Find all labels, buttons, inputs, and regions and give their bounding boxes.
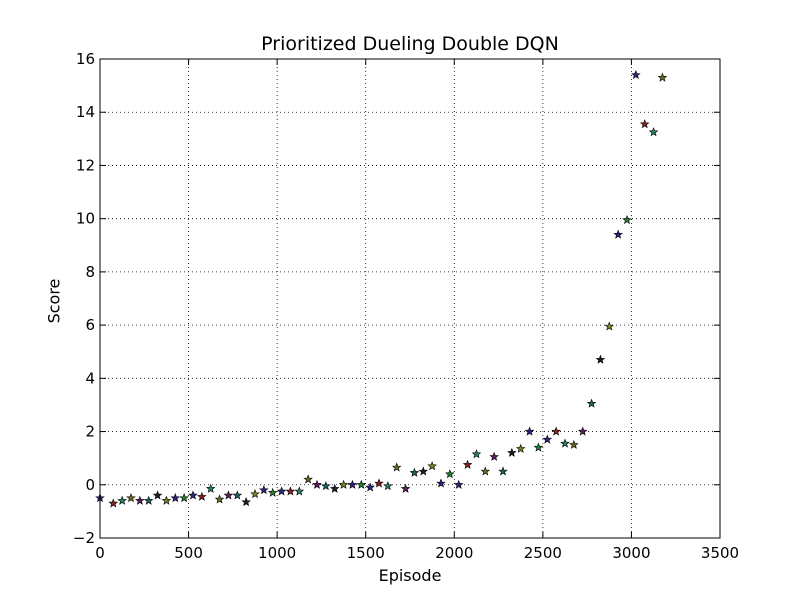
data-point [365, 482, 375, 492]
data-point [259, 485, 269, 495]
data-point [427, 461, 437, 471]
data-point [267, 487, 278, 497]
data-point [418, 466, 429, 476]
data-point [152, 490, 163, 500]
y-tick-label: 12 [76, 156, 95, 174]
data-point [321, 481, 331, 491]
data-point [338, 479, 349, 489]
x-tick-label: 2000 [435, 544, 473, 562]
data-point [436, 478, 446, 488]
data-point [462, 459, 473, 469]
x-tick-label: 0 [95, 544, 105, 562]
data-point [453, 479, 464, 489]
data-point [551, 426, 561, 436]
y-tick-label: 0 [85, 476, 95, 494]
data-point [524, 426, 535, 436]
data-point [117, 495, 127, 505]
data-point [223, 490, 234, 500]
y-tick-label: 2 [85, 423, 95, 441]
data-point [108, 498, 119, 508]
data-point [515, 443, 526, 453]
data-point [577, 426, 588, 436]
data-point [445, 469, 455, 479]
x-tick-label: 2500 [524, 544, 562, 562]
data-point [542, 434, 553, 444]
y-tick-label: 14 [76, 103, 95, 121]
x-tick-label: 3500 [701, 544, 739, 562]
data-point [639, 119, 650, 129]
data-points [95, 69, 668, 508]
y-tick-label: 4 [85, 369, 95, 387]
data-point [507, 447, 517, 457]
data-point [135, 495, 145, 505]
data-point [197, 491, 207, 501]
y-tick-label: 8 [85, 263, 95, 281]
data-point [631, 69, 641, 80]
data-point [533, 442, 544, 452]
data-point [356, 479, 367, 489]
data-point [498, 466, 508, 476]
x-tick-label: 500 [174, 544, 203, 562]
chart-title: Prioritized Dueling Double DQN [261, 33, 559, 55]
x-tick-label: 1000 [258, 544, 296, 562]
data-point [276, 486, 287, 496]
data-point [586, 398, 597, 408]
data-point [126, 493, 136, 503]
data-point [232, 490, 243, 500]
data-point [391, 462, 402, 472]
grid-lines [100, 59, 720, 538]
plot-frame [99, 58, 721, 539]
data-point [294, 486, 305, 496]
data-point [285, 486, 296, 496]
data-point [409, 467, 420, 477]
data-point [250, 489, 260, 499]
data-point [560, 438, 570, 448]
data-point [648, 127, 659, 137]
x-tick-label: 1500 [347, 544, 385, 562]
y-tick-label: 10 [76, 210, 95, 228]
axis-ticks: 0 500 1000 1500 2000 2500 3000 3500−20246810121… [73, 50, 739, 562]
data-point [604, 321, 615, 331]
y-tick-label: −2 [73, 529, 95, 547]
data-point [383, 481, 393, 491]
data-point [241, 497, 251, 507]
data-point [657, 72, 668, 82]
data-point [179, 493, 189, 503]
data-point [170, 493, 181, 503]
x-tick-label: 3000 [612, 544, 650, 562]
data-point [569, 439, 579, 449]
data-point [374, 478, 384, 488]
data-point [161, 495, 172, 505]
data-point [312, 479, 322, 489]
data-point [329, 483, 340, 493]
data-point [480, 466, 491, 476]
data-point [303, 474, 313, 484]
x-axis-label: Episode [378, 566, 442, 585]
data-point [622, 214, 632, 225]
data-point [613, 229, 623, 239]
data-point [143, 495, 154, 505]
data-point [214, 494, 225, 504]
data-point [489, 451, 499, 461]
y-tick-label: 6 [85, 316, 95, 334]
data-point [400, 483, 411, 493]
data-point [188, 490, 198, 500]
data-point [347, 479, 358, 489]
data-point [205, 483, 216, 493]
y-tick-label: 16 [76, 50, 95, 68]
data-point [595, 354, 606, 364]
data-point [471, 449, 482, 459]
